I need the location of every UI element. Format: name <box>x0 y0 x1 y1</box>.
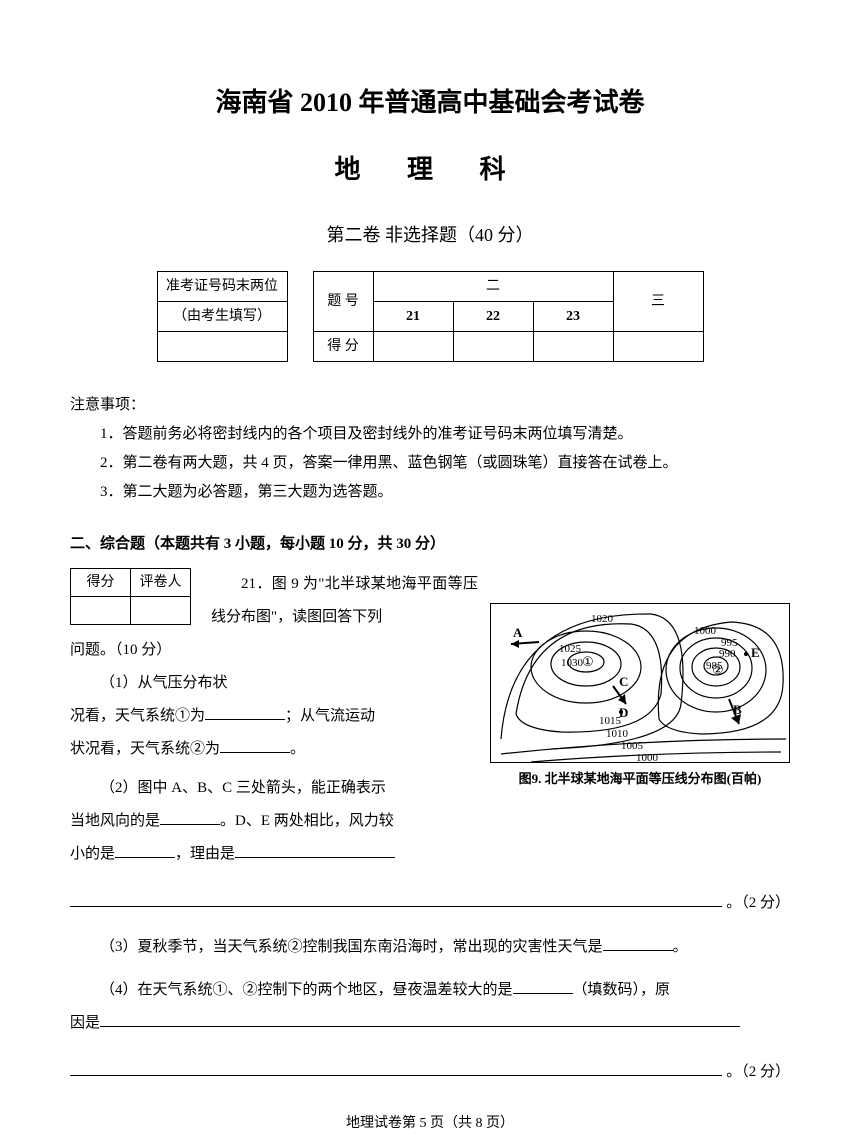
svg-text:1000: 1000 <box>636 752 659 764</box>
section-label: 第二卷 非选择题（40 分） <box>70 219 790 251</box>
blank-6[interactable] <box>70 889 722 907</box>
svg-text:C: C <box>619 674 628 689</box>
th-q21: 21 <box>373 301 453 331</box>
mini-score-cell[interactable] <box>71 596 131 624</box>
candidate-id-table: 准考证号码末两位 （由考生填写） <box>157 271 288 362</box>
score-cell-22[interactable] <box>453 331 533 361</box>
mini-grader-cell[interactable] <box>131 596 191 624</box>
svg-text:D: D <box>619 705 628 720</box>
q21-p1a: （1）从气压分布状 <box>100 675 228 691</box>
q21-p1b: 况看，天气系统①为 <box>70 708 205 724</box>
notice-item-1: 1．答题前务必将密封线内的各个项目及密封线外的准考证号码末两位填写清楚。 <box>100 421 790 448</box>
q21-p1e: 。 <box>290 741 305 757</box>
th-q22: 22 <box>453 301 533 331</box>
q21-p1d: 状况看，天气系统②为 <box>70 741 220 757</box>
svg-text:1020: 1020 <box>591 613 614 625</box>
score-table: 题 号 二 三 21 22 23 得 分 <box>313 271 704 362</box>
q21-p2-pts: 。（2 分） <box>726 890 790 917</box>
q21-p2e: ，理由是 <box>175 846 235 862</box>
th-q23: 23 <box>533 301 613 331</box>
mini-grader-label: 评卷人 <box>131 568 191 596</box>
svg-text:1030: 1030 <box>561 657 584 669</box>
q21-p3: （3）夏秋季节，当天气系统②控制我国东南沿海时，常出现的灾害性天气是 。 <box>70 931 790 964</box>
th-score: 得 分 <box>313 331 373 361</box>
blank-1[interactable] <box>205 702 285 720</box>
svg-text:B: B <box>733 702 742 717</box>
th-two: 二 <box>373 271 613 301</box>
blank-3[interactable] <box>160 807 220 825</box>
q21-intro-1: 21．图 9 为"北半球某地海平面等压线分布图"，读图回答下列 <box>211 576 478 625</box>
q21-p4-pts: 。（2 分） <box>726 1059 790 1086</box>
svg-text:①: ① <box>582 654 594 669</box>
blank-5[interactable] <box>235 840 395 858</box>
main-title: 海南省 2010 年普通高中基础会考试卷 <box>70 80 790 127</box>
blank-4[interactable] <box>115 840 175 858</box>
q21-p2a: （2）图中 A、B、C 三处箭头，能正确表示 <box>100 780 386 796</box>
score-cell-three[interactable] <box>613 331 703 361</box>
q21-p1c: ；从气流运动 <box>285 708 375 724</box>
score-cell-23[interactable] <box>533 331 613 361</box>
svg-text:990: 990 <box>719 648 736 660</box>
section-two-title: 二、综合题（本题共有 3 小题，每小题 10 分，共 30 分） <box>70 531 790 558</box>
blank-7[interactable] <box>603 933 673 951</box>
svg-text:E: E <box>751 645 760 660</box>
notice-list: 1．答题前务必将密封线内的各个项目及密封线外的准考证号码末两位填写清楚。 2．第… <box>70 421 790 506</box>
q21-p2d: 小的是 <box>70 846 115 862</box>
score-cell-21[interactable] <box>373 331 453 361</box>
grader-table: 得分 评卷人 <box>70 568 191 625</box>
q21-p4-line2: 。（2 分） <box>70 1058 790 1086</box>
figure-9: 1020 1025 1030 1000 995 990 985 1015 101… <box>490 603 790 790</box>
q21-p4a: （4）在天气系统①、②控制下的两个地区，昼夜温差较大的是 <box>100 982 513 998</box>
mini-score-label: 得分 <box>71 568 131 596</box>
blank-9[interactable] <box>100 1009 740 1027</box>
id-label-1: 准考证号码末两位 <box>157 271 287 301</box>
tables-row: 准考证号码末两位 （由考生填写） 题 号 二 三 21 22 23 得 分 <box>70 271 790 362</box>
svg-text:1000: 1000 <box>694 625 717 637</box>
blank-8[interactable] <box>513 976 573 994</box>
isobar-map-svg: 1020 1025 1030 1000 995 990 985 1015 101… <box>491 604 791 764</box>
id-label-2: （由考生填写） <box>157 301 287 331</box>
notice-item-2: 2．第二卷有两大题，共 4 页，答案一律用黑、蓝色钢笔（或圆珠笔）直接答在试卷上… <box>100 450 790 477</box>
notice-item-3: 3．第二大题为必答题，第三大题为选答题。 <box>100 479 790 506</box>
q21-p4b: （填数码），原 <box>573 982 671 998</box>
q21-p2c: 。D、E 两处相比，风力较 <box>220 813 394 829</box>
th-three: 三 <box>613 271 703 331</box>
figure-caption: 图9. 北半球某地海平面等压线分布图(百帕) <box>490 767 790 790</box>
svg-text:A: A <box>513 625 523 640</box>
subject-title: 地 理 科 <box>70 147 790 194</box>
question-21: 得分 评卷人 <box>70 568 790 871</box>
svg-text:1025: 1025 <box>559 643 582 655</box>
q21-p4: （4）在天气系统①、②控制下的两个地区，昼夜温差较大的是 （填数码），原 因是 <box>70 974 790 1040</box>
figure-9-image: 1020 1025 1030 1000 995 990 985 1015 101… <box>490 603 790 763</box>
id-blank[interactable] <box>157 331 287 361</box>
svg-text:②: ② <box>712 662 724 677</box>
blank-2[interactable] <box>220 735 290 753</box>
svg-text:1010: 1010 <box>606 728 629 740</box>
svg-text:1005: 1005 <box>621 740 644 752</box>
q21-intro-2: 问题。（10 分） <box>70 642 171 658</box>
page-footer: 地理试卷第 5 页（共 8 页） <box>70 1111 790 1136</box>
q21-p3a: （3）夏秋季节，当天气系统②控制我国东南沿海时，常出现的灾害性天气是 <box>100 939 603 955</box>
q21-p2-line2: 。（2 分） <box>70 889 790 917</box>
notice-title: 注意事项： <box>70 392 790 419</box>
q21-p3b: 。 <box>673 939 688 955</box>
th-tihao: 题 号 <box>313 271 373 331</box>
q21-p2b: 当地风向的是 <box>70 813 160 829</box>
blank-10[interactable] <box>70 1058 722 1076</box>
q21-p4c: 因是 <box>70 1015 100 1031</box>
